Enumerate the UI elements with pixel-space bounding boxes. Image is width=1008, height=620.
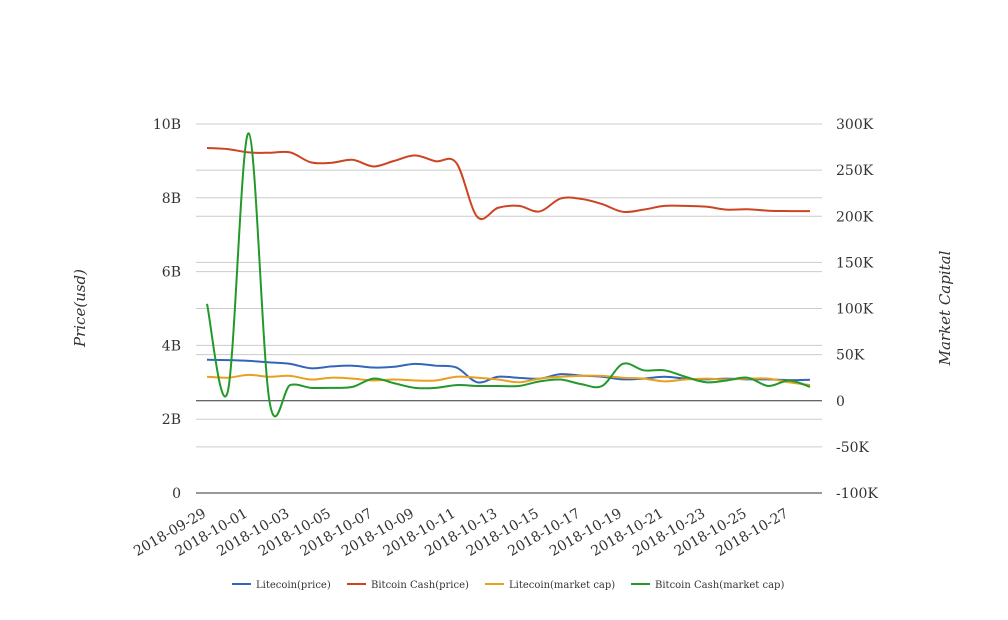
left-axis-ticks: 0 2B 4B 6B 8B 10B bbox=[153, 117, 181, 502]
series-line-bitcoin-cash-market-cap bbox=[206, 132, 811, 418]
axes bbox=[196, 400, 822, 494]
right-axis-ticks: -100K -50K 0 50K 100K 150K 200K 250K 300K bbox=[836, 117, 878, 502]
left-tick-label: 2B bbox=[162, 412, 181, 428]
legend-label-bitcoin-cash-price: Bitcoin Cash(price) bbox=[371, 580, 469, 591]
gridlines bbox=[196, 123, 822, 448]
right-tick-label: 300K bbox=[836, 117, 874, 133]
legend: Litecoin(price) Bitcoin Cash(price) Liteco… bbox=[232, 580, 784, 591]
legend-label-bitcoin-cash-market-cap: Bitcoin Cash(market cap) bbox=[655, 580, 784, 591]
series-lines bbox=[206, 132, 811, 418]
series-line-litecoin-market-cap bbox=[206, 373, 811, 387]
left-tick-label: 10B bbox=[153, 117, 181, 133]
legend-label-litecoin-price: Litecoin(price) bbox=[256, 580, 331, 591]
left-tick-label: 0 bbox=[172, 486, 181, 502]
right-tick-label: 250K bbox=[836, 163, 874, 179]
left-tick-label: 8B bbox=[162, 191, 181, 207]
right-tick-label: 100K bbox=[836, 302, 874, 318]
left-axis-title: Price(usd) bbox=[71, 269, 89, 348]
right-tick-label: 0 bbox=[836, 394, 845, 410]
left-tick-label: 6B bbox=[162, 265, 181, 281]
right-tick-label: 150K bbox=[836, 255, 874, 271]
series-line-bitcoin-cash-price bbox=[206, 146, 811, 220]
right-tick-label: -50K bbox=[836, 440, 870, 456]
left-tick-label: 4B bbox=[162, 338, 181, 354]
x-axis-ticks: 2018-09-292018-10-012018-10-032018-10-05… bbox=[131, 506, 791, 560]
right-tick-label: -100K bbox=[836, 486, 878, 502]
legend-label-litecoin-market-cap: Litecoin(market cap) bbox=[509, 580, 615, 591]
right-tick-label: 200K bbox=[836, 209, 874, 225]
right-axis-title: Market Capital bbox=[936, 250, 954, 366]
right-tick-label: 50K bbox=[836, 348, 865, 364]
